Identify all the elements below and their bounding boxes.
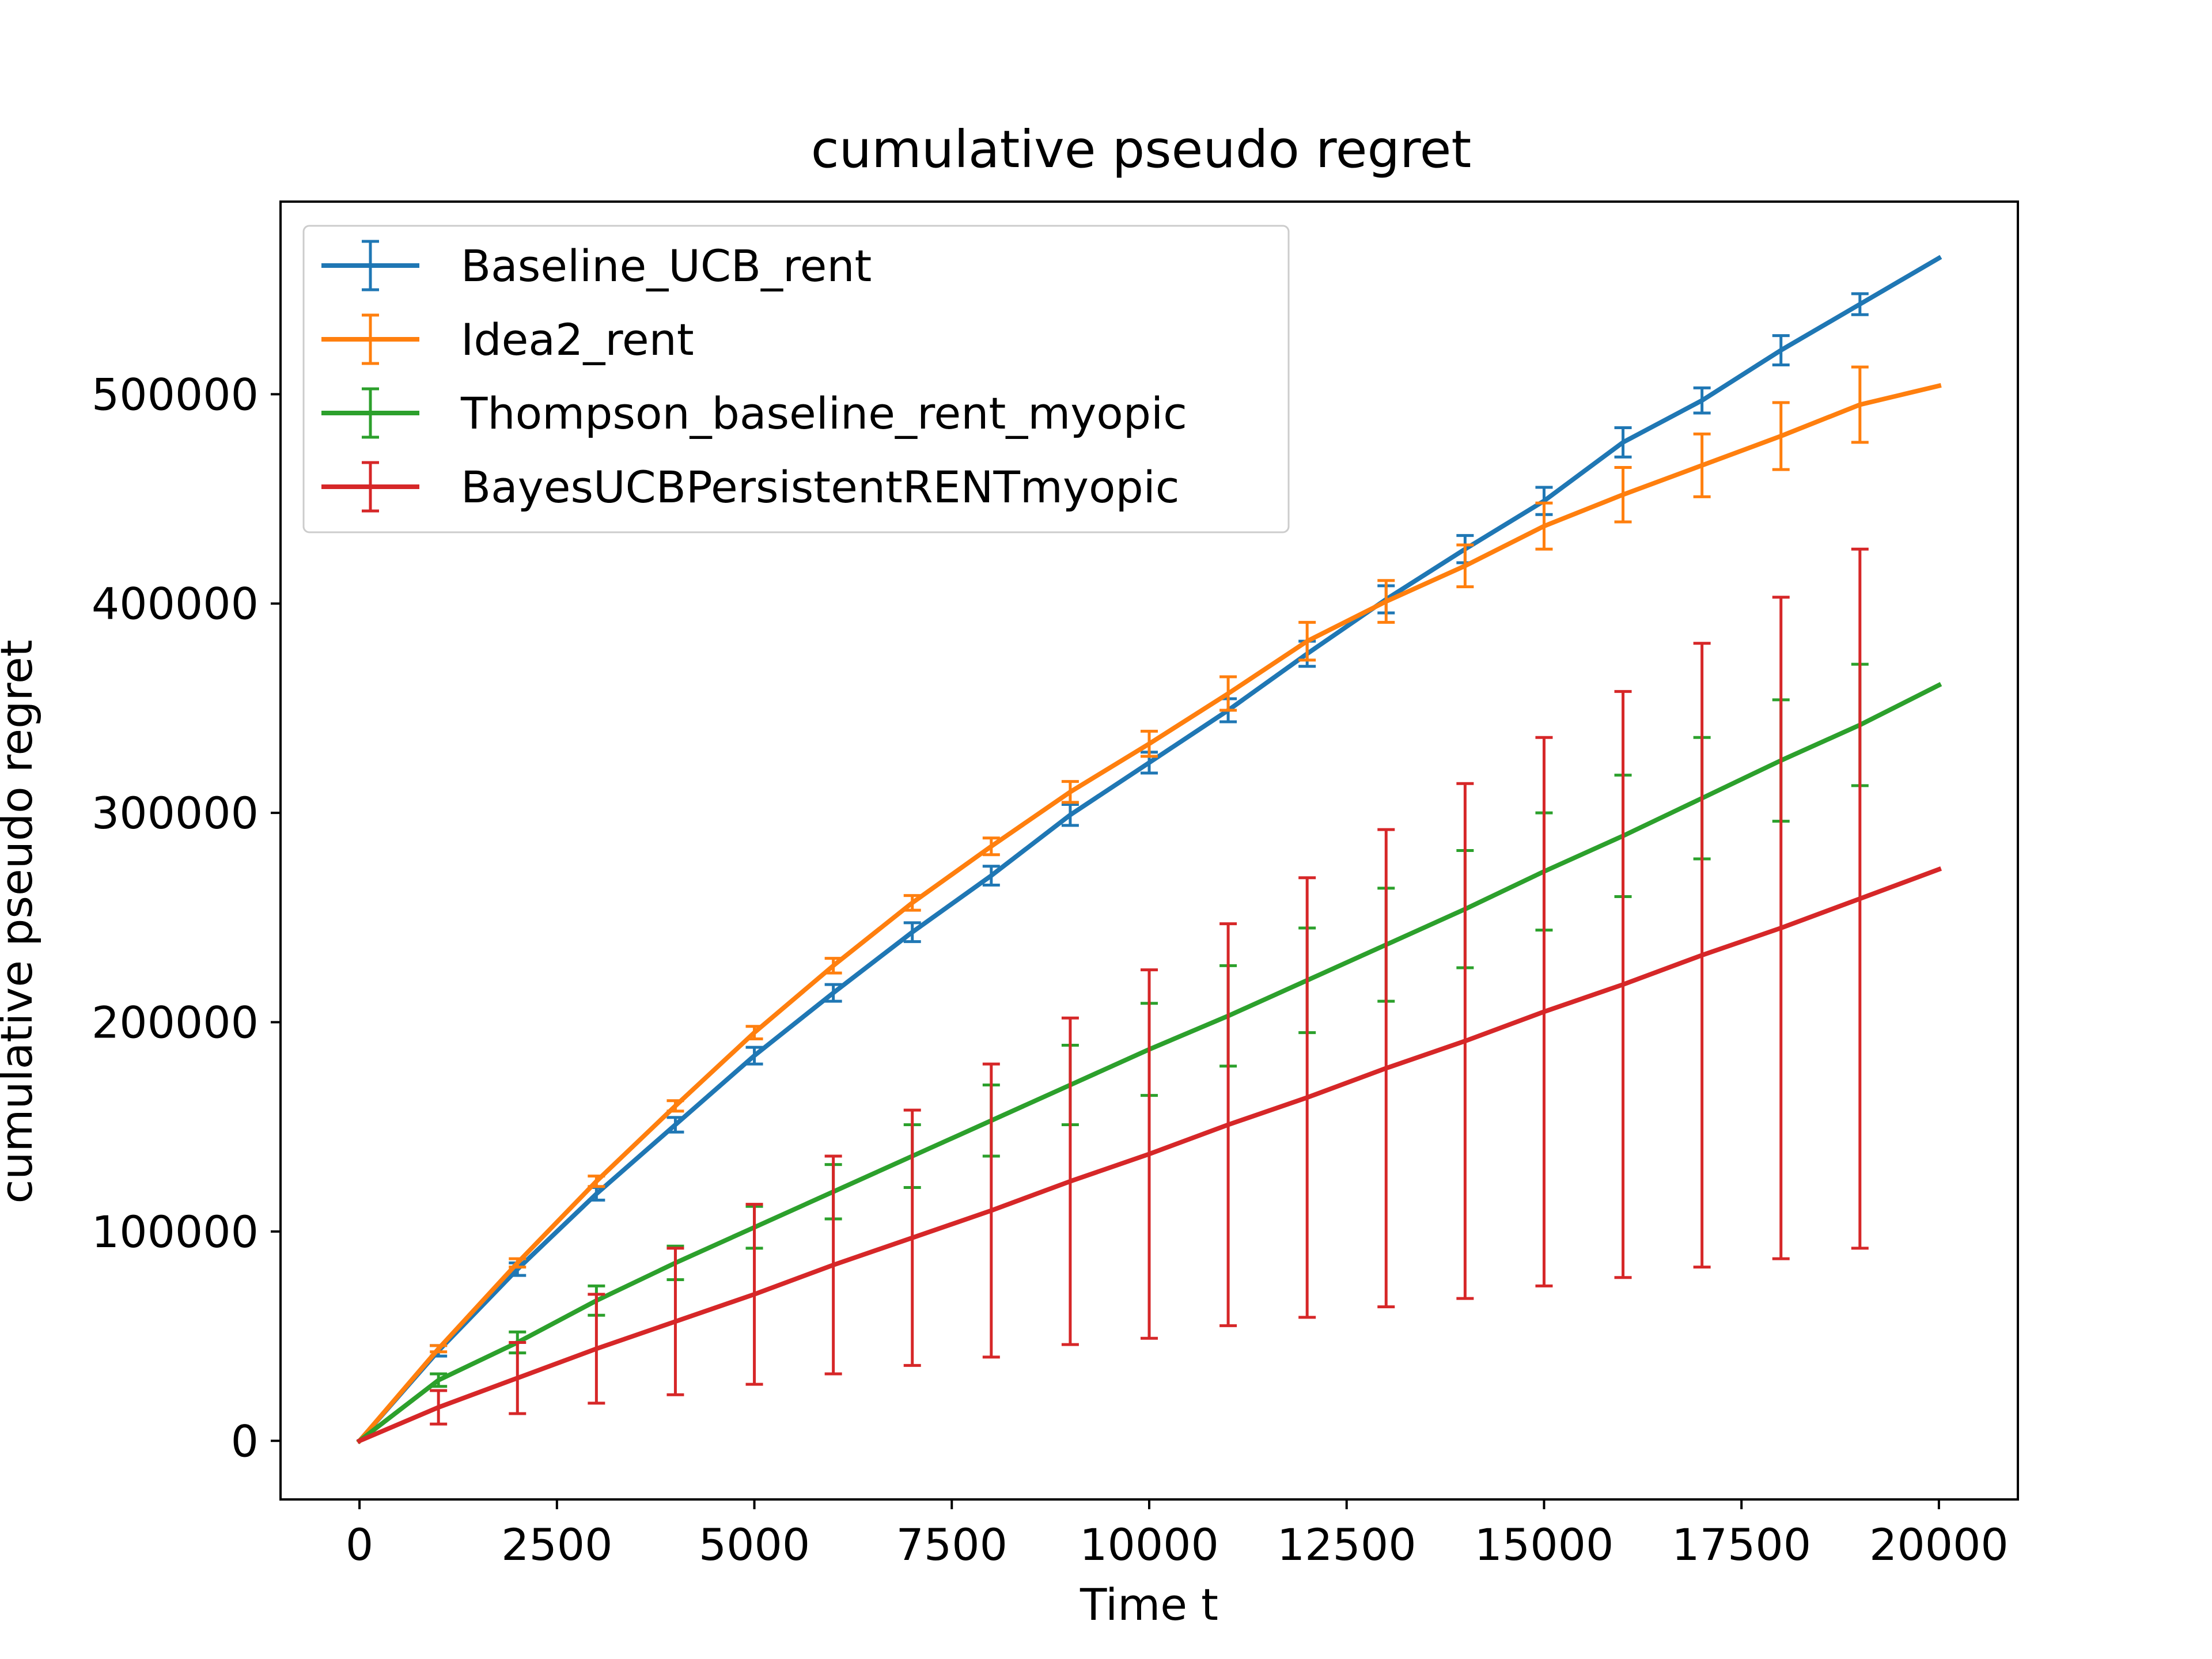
y-tick-label: 100000 [92,1206,259,1257]
x-tick-label: 17500 [1672,1519,1811,1570]
series-line [356,866,1942,1444]
y-tick-label: 300000 [92,787,259,839]
legend-label: Thompson_baseline_rent_myopic [460,388,1187,439]
series-line [356,382,1942,1444]
x-axis-label: Time t [1080,1579,1218,1630]
series-line [356,255,1942,1444]
x-tick-label: 7500 [896,1519,1007,1570]
legend-label: BayesUCBPersistentRENTmyopic [461,461,1180,513]
x-tick-label: 20000 [1869,1519,2009,1570]
chart-title: cumulative pseudo regret [811,119,1471,179]
x-tick-label: 12500 [1277,1519,1416,1570]
y-tick-label: 0 [231,1415,259,1467]
x-tick-label: 15000 [1475,1519,1614,1570]
y-axis-label: cumulative pseudo regret [0,639,42,1203]
x-tick-label: 0 [346,1519,373,1570]
legend-label: Baseline_UCB_rent [461,240,872,291]
x-tick-label: 5000 [699,1519,810,1570]
y-tick-label: 200000 [92,997,259,1048]
series-4 [356,547,1942,1444]
x-tick-label: 2500 [501,1519,612,1570]
legend-frame [302,225,1290,533]
y-tick-label: 500000 [92,369,259,420]
plot-area: 0 2500 5000 7500 10000 12500 15000 17500 2000001… [92,200,2019,1570]
x-tick-label: 10000 [1080,1519,1219,1570]
legend: Baseline_UCB_rent Idea2_rent Thompson_base… [302,225,1290,533]
legend-label: Idea2_rent [461,314,694,365]
y-tick-label: 400000 [92,578,259,630]
series-2 [356,365,1942,1444]
